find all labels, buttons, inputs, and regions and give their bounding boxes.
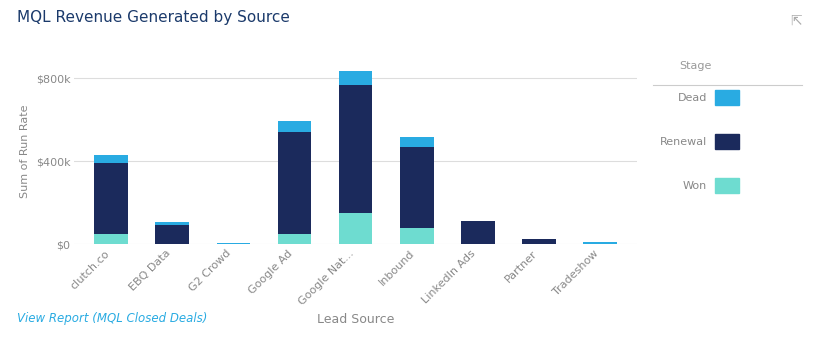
Text: View Report (MQL Closed Deals): View Report (MQL Closed Deals)	[17, 313, 207, 325]
Bar	[278, 234, 311, 244]
Bar	[400, 137, 433, 147]
Bar	[217, 243, 250, 244]
Bar	[400, 227, 433, 244]
Text: Renewal: Renewal	[660, 137, 707, 147]
Bar	[339, 213, 372, 244]
Bar	[583, 242, 617, 244]
Bar	[339, 84, 372, 213]
Bar	[522, 239, 556, 244]
Text: Stage: Stage	[679, 61, 711, 71]
Text: Won: Won	[683, 181, 707, 192]
Text: ⇱: ⇱	[791, 14, 802, 27]
Bar	[155, 222, 189, 225]
Bar	[94, 163, 128, 234]
Text: MQL Revenue Generated by Source: MQL Revenue Generated by Source	[17, 10, 289, 25]
Bar	[155, 225, 189, 244]
Bar	[400, 147, 433, 227]
Bar	[339, 71, 372, 84]
X-axis label: Lead Source: Lead Source	[317, 313, 394, 326]
Bar	[278, 132, 311, 234]
Bar	[94, 155, 128, 163]
Y-axis label: Sum of Run Rate: Sum of Run Rate	[20, 104, 30, 198]
Text: Dead: Dead	[677, 93, 707, 103]
Bar	[94, 234, 128, 244]
Bar	[278, 121, 311, 132]
Bar	[461, 221, 495, 244]
